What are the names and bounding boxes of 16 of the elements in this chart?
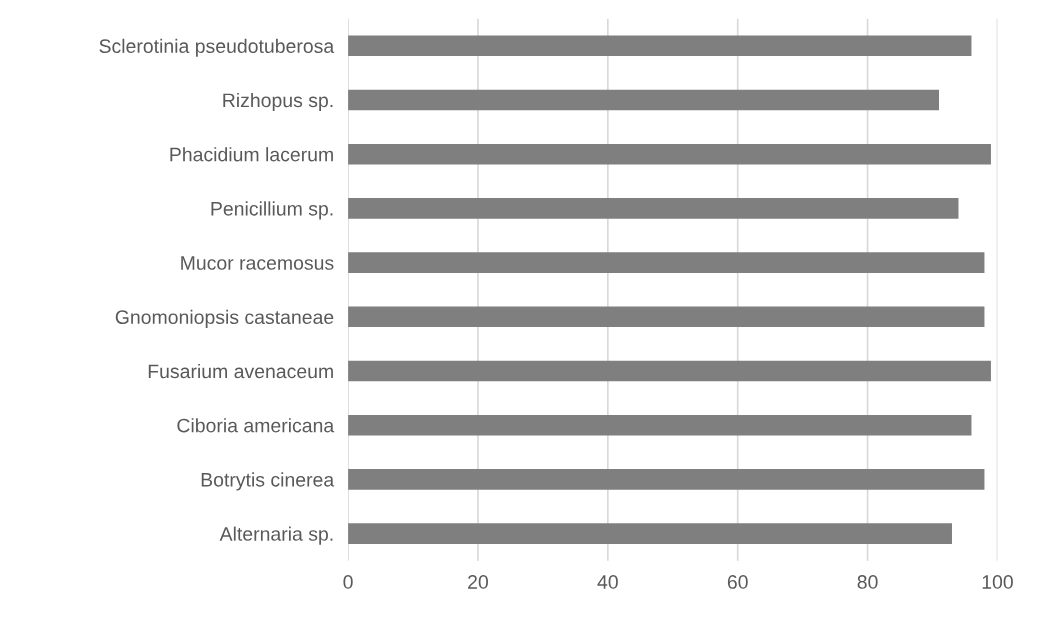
y-tick-label: Phacidium lacerum (170, 147, 333, 162)
x-tick-label: 60 (727, 575, 748, 589)
y-tick-label: Mucor racemosus (181, 256, 334, 270)
y-tick-label: Ciboria americana (177, 418, 335, 433)
y-tick-label: Fusarium avenaceum (148, 363, 333, 379)
x-tick-label: 0 (343, 575, 353, 589)
x-tick-label: 40 (597, 575, 618, 589)
y-tick-label: Gnomoniopsis castaneae (115, 309, 334, 328)
y-tick-label: Rizhopus sp. (223, 92, 333, 112)
y-tick-label: Alternaria sp. (219, 526, 333, 545)
y-tick-label: Sclerotinia pseudotuberosa (99, 38, 335, 57)
x-tick-label: 20 (468, 575, 488, 589)
y-tick-label: Botrytis cinerea (201, 472, 335, 491)
y-tick-label: Penicillium sp. (211, 201, 333, 220)
x-tick-label: 100 (982, 575, 1013, 589)
x-tick-label: 80 (857, 575, 878, 589)
